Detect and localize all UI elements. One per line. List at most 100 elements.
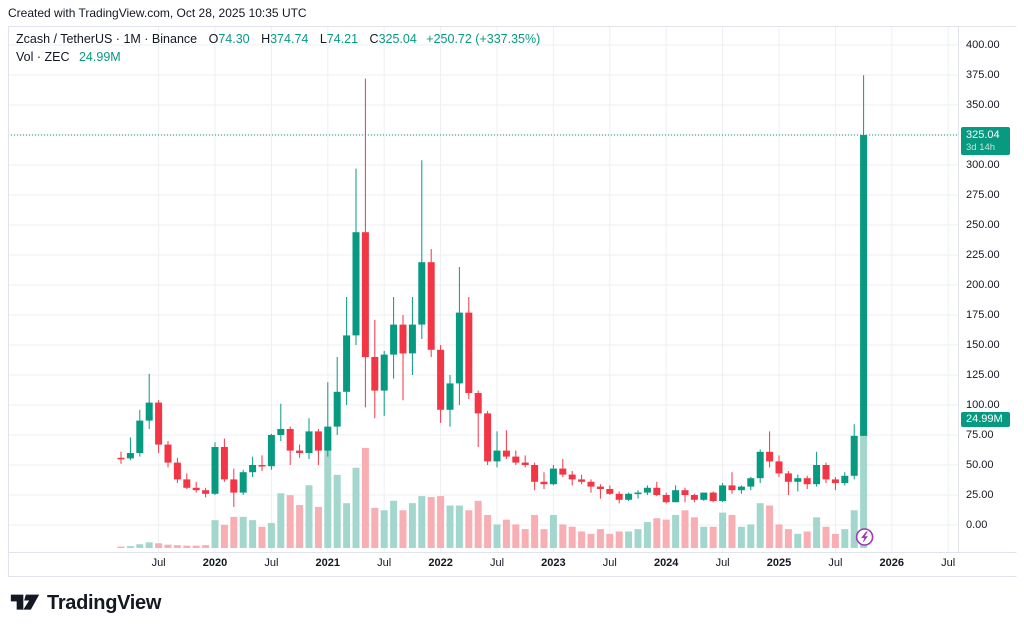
time-tick-label: 2021 <box>315 557 341 569</box>
volume-bar <box>399 510 407 548</box>
volume-bar <box>502 519 510 548</box>
volume-bar <box>625 531 633 548</box>
bar-countdown: 3d 14h <box>966 142 996 153</box>
volume-bar <box>220 524 228 548</box>
candle <box>822 462 830 483</box>
volume-bar <box>747 524 755 548</box>
volume-bar <box>117 546 125 548</box>
volume-bar <box>737 526 745 548</box>
candle <box>587 479 595 493</box>
candle <box>813 451 821 487</box>
volume-bar <box>803 531 811 548</box>
volume-bar <box>239 516 247 548</box>
candle <box>314 429 322 465</box>
volume-bar <box>559 524 567 548</box>
candle <box>427 249 435 357</box>
time-tick-label: 2020 <box>202 557 228 569</box>
volume-bar <box>183 545 191 548</box>
volume-bar <box>333 474 341 548</box>
candle <box>709 491 717 503</box>
volume-bar <box>531 514 539 548</box>
volume-bar <box>813 517 821 548</box>
volume-bar <box>305 485 313 548</box>
candle <box>333 357 341 435</box>
volume-bar <box>841 529 849 548</box>
candle <box>145 373 153 429</box>
low-value: 74.21 <box>326 32 359 46</box>
volume-bar <box>371 507 379 548</box>
volume-bar <box>202 545 210 548</box>
candle <box>408 297 416 375</box>
candle <box>747 477 755 491</box>
candle <box>841 472 849 486</box>
candle <box>239 469 247 495</box>
volume-bar <box>418 496 426 548</box>
open-label: O <box>208 32 219 46</box>
volume-bar <box>155 543 163 548</box>
high-label: H <box>261 32 271 46</box>
candle <box>540 472 548 489</box>
candle <box>643 485 651 495</box>
volume-bar <box>653 518 661 548</box>
close-value: 325.04 <box>378 32 417 46</box>
price-tick-label: 175.00 <box>966 308 1000 321</box>
volume-bar <box>643 522 651 548</box>
volume-bar <box>437 496 445 548</box>
volume-bar <box>860 430 868 548</box>
candle <box>390 297 398 379</box>
candle <box>380 351 388 416</box>
open-value: 74.30 <box>218 32 250 46</box>
candle <box>267 433 275 470</box>
candle <box>484 411 492 465</box>
volume-bar <box>446 505 454 548</box>
lightning-marker[interactable] <box>855 528 874 546</box>
candle <box>850 424 858 480</box>
change-value: +250.72 (+337.35%) <box>426 32 541 46</box>
volume-bar <box>361 447 369 548</box>
volume-study-label[interactable]: Vol · ZEC <box>16 50 70 64</box>
candle <box>653 481 661 497</box>
time-tick-label: Jul <box>828 557 843 569</box>
chart-legend: Zcash / TetherUS · 1M · Binance O74.30 H… <box>16 31 540 65</box>
volume-bar <box>568 526 576 548</box>
volume-value: 24.99M <box>78 50 121 64</box>
high-value: 374.74 <box>270 32 309 46</box>
candle <box>211 442 219 495</box>
price-tick-label: 50.00 <box>966 458 994 471</box>
candle <box>371 319 379 419</box>
time-tick-label: 2023 <box>541 557 566 569</box>
candle <box>860 75 868 436</box>
volume-bar <box>314 506 322 548</box>
time-tick-label: Jul <box>151 557 166 569</box>
current-price-value: 325.04 <box>966 129 1000 141</box>
volume-bar <box>596 529 604 548</box>
candle <box>192 481 200 493</box>
current-volume-label: 24.99M <box>961 412 1010 427</box>
candle <box>606 485 614 495</box>
price-tick-label: 225.00 <box>966 248 1000 261</box>
candle <box>803 475 811 489</box>
volume-bar <box>672 514 680 548</box>
candle <box>775 455 783 477</box>
price-tick-label: 150.00 <box>966 338 1000 351</box>
volume-bar <box>211 520 219 548</box>
candle <box>437 345 445 423</box>
candle <box>474 390 482 447</box>
candle <box>126 437 134 461</box>
tradingview-branding[interactable]: TradingView <box>10 590 161 616</box>
candle <box>183 473 191 489</box>
price-tick-label: 200.00 <box>966 278 1000 291</box>
candle <box>117 451 125 464</box>
volume-bar <box>484 514 492 548</box>
volume-bar <box>521 529 529 548</box>
price-tick-label: 125.00 <box>966 368 1000 381</box>
time-tick-label: Jul <box>941 557 956 569</box>
volume-bar <box>606 533 614 548</box>
symbol-title[interactable]: Zcash / TetherUS · 1M · Binance <box>16 32 198 46</box>
current-price-label: 325.04 3d 14h <box>961 127 1010 155</box>
candle <box>672 485 680 503</box>
tradingview-brand-text: TradingView <box>47 591 162 614</box>
candle <box>455 267 463 405</box>
